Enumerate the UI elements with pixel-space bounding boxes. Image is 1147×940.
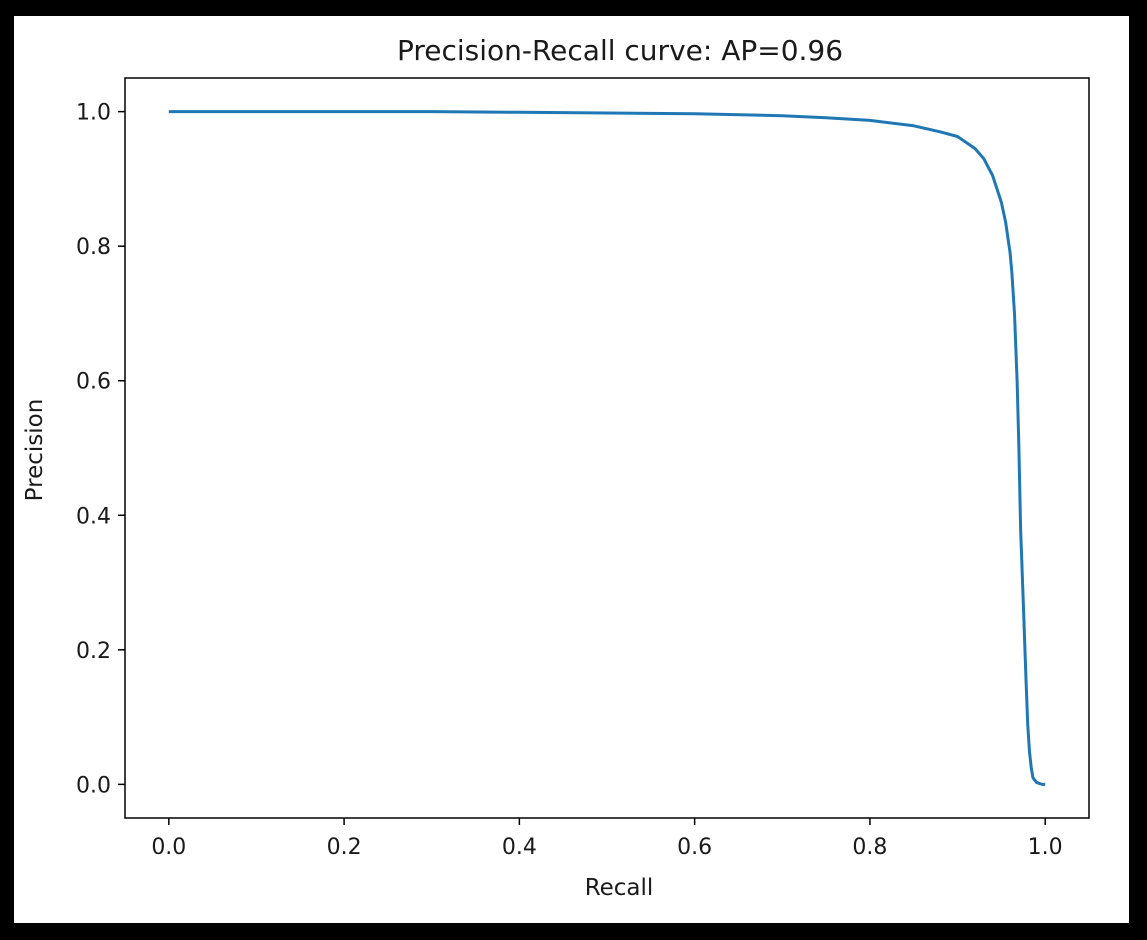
x-tick-label: 1.0	[1028, 835, 1063, 860]
y-tick-label: 0.4	[76, 504, 111, 529]
plot-area	[124, 77, 1090, 819]
precision-recall-line	[168, 110, 1046, 786]
y-tick-label: 0.2	[76, 639, 111, 664]
plot-frame	[124, 77, 1090, 819]
x-tick-label: 0.2	[327, 835, 362, 860]
y-tick-label: 0.8	[76, 235, 111, 260]
x-tick-label: 0.8	[852, 835, 887, 860]
x-tick-label: 0.6	[677, 835, 712, 860]
y-tick-label: 1.0	[76, 101, 111, 126]
chart-title: Precision-Recall curve: AP=0.96	[397, 34, 843, 67]
y-tick-label: 0.0	[76, 773, 111, 798]
y-tick-label: 0.6	[76, 370, 111, 395]
x-axis-label: Recall	[585, 875, 654, 901]
y-axis-ticks: 0.0 0.2 0.4 0.6 0.8 1.0	[76, 101, 125, 798]
x-tick-label: 0.4	[502, 835, 537, 860]
y-axis-label: Precision	[22, 399, 48, 502]
x-tick-label: 0.0	[151, 835, 186, 860]
x-axis-ticks: 0.0 0.2 0.4 0.6 0.8 1.0	[151, 818, 1063, 860]
